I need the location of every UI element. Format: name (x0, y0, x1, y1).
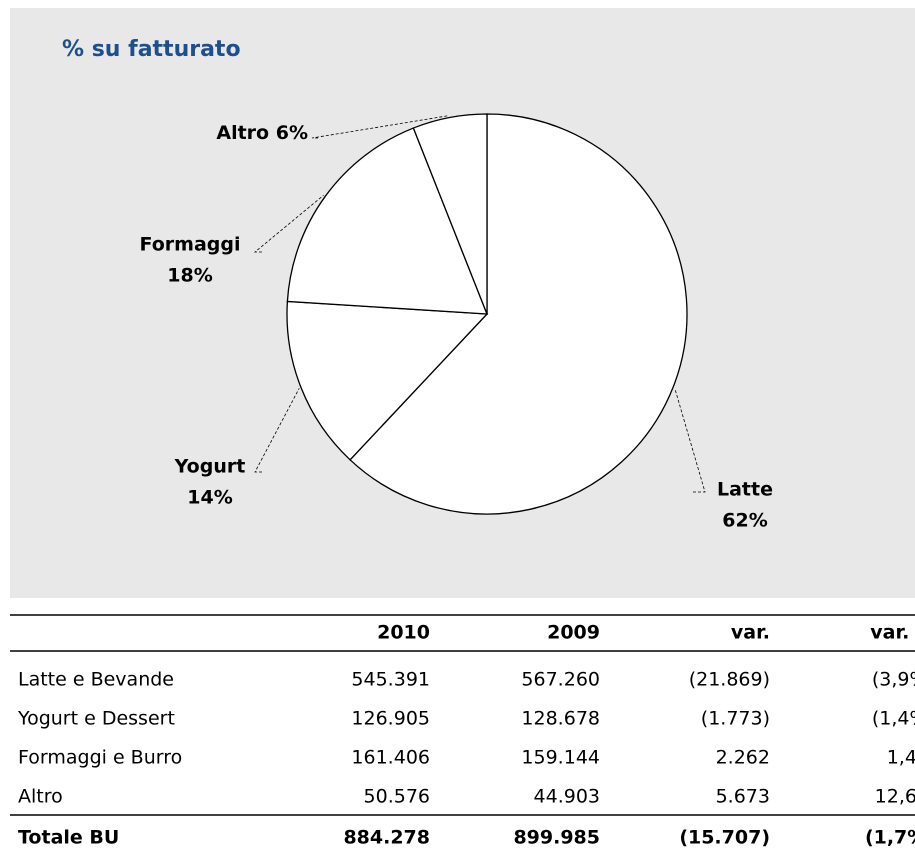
leader-line (311, 115, 450, 139)
row-label: Formaggi e Burro (18, 747, 182, 769)
cell: (1.773) (701, 708, 770, 730)
total-cell: 899.985 (513, 827, 600, 849)
cell: (21.869) (689, 669, 770, 691)
column-header: var. (731, 622, 770, 644)
total-cell: (1,7%) (865, 827, 915, 849)
cell: 5.673 (716, 786, 770, 808)
leader-line (254, 388, 300, 473)
cell: 161.406 (351, 747, 430, 769)
label-value: 18% (167, 265, 212, 287)
total-label: Totale BU (18, 827, 119, 849)
pie-slice (286, 127, 488, 315)
pie-slice (412, 113, 488, 315)
cell: 12,6% (875, 786, 915, 808)
label-name: Altro (216, 122, 269, 144)
total-cell: 884.278 (343, 827, 430, 849)
cell: 126.905 (351, 708, 430, 730)
cell: 545.391 (351, 669, 430, 691)
row-label: Altro (18, 786, 63, 808)
label-value: 62% (722, 510, 767, 532)
label-name: Yogurt (174, 456, 246, 478)
cell: 2.262 (716, 747, 770, 769)
cell: (1,4%) (872, 708, 915, 730)
data-label: Altro 6% (216, 122, 308, 144)
cell: (3,9%) (872, 669, 915, 691)
cell: 567.260 (521, 669, 600, 691)
label-name: Latte (717, 479, 773, 501)
column-header: 2009 (547, 622, 600, 644)
cell: 128.678 (521, 708, 600, 730)
chart-title: % su fatturato (62, 37, 241, 62)
column-header: 2010 (377, 622, 430, 644)
cell: 44.903 (534, 786, 600, 808)
total-cell: (15.707) (679, 827, 770, 849)
label-value: 14% (187, 487, 232, 509)
pie-slice (286, 300, 489, 461)
cell: 50.576 (364, 786, 430, 808)
leader-line (674, 388, 706, 493)
cell: 1,4% (887, 747, 915, 769)
column-header: var. % (870, 622, 915, 644)
pie-slice (349, 113, 688, 515)
label-name: Formaggi (140, 234, 241, 256)
cell: 159.144 (521, 747, 600, 769)
leader-line (253, 194, 324, 253)
row-label: Latte e Bevande (18, 669, 174, 691)
row-label: Yogurt e Dessert (17, 708, 175, 730)
label-value: 6% (276, 122, 308, 144)
